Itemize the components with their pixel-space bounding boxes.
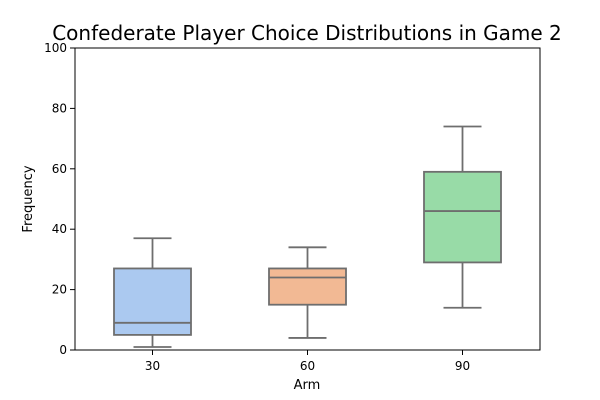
plot-frame	[74, 47, 541, 351]
iqr-box	[113, 267, 192, 336]
x-tick-label: 90	[455, 359, 470, 373]
y-tick-label: 60	[52, 162, 67, 176]
x-axis-label: Arm	[294, 378, 321, 393]
y-tick-label: 80	[52, 101, 67, 115]
chart-title: Confederate Player Choice Distributions …	[52, 21, 562, 45]
box-90	[423, 125, 502, 309]
y-tick-label: 20	[52, 283, 67, 297]
y-axis-label: Frequency	[21, 165, 36, 232]
y-tick-label: 100	[44, 41, 67, 55]
box-30	[113, 237, 192, 348]
y-tick-label: 40	[52, 222, 67, 236]
iqr-box	[268, 267, 347, 306]
y-axis-ticks: 0 20 40 60 80 100	[44, 41, 75, 357]
x-tick-label: 60	[300, 359, 315, 373]
iqr-box	[423, 170, 502, 264]
y-tick-label: 0	[59, 343, 67, 357]
box-60	[268, 246, 347, 339]
x-axis-ticks: 30 60 90	[145, 350, 470, 373]
boxes-layer	[113, 125, 502, 348]
x-tick-label: 30	[145, 359, 160, 373]
